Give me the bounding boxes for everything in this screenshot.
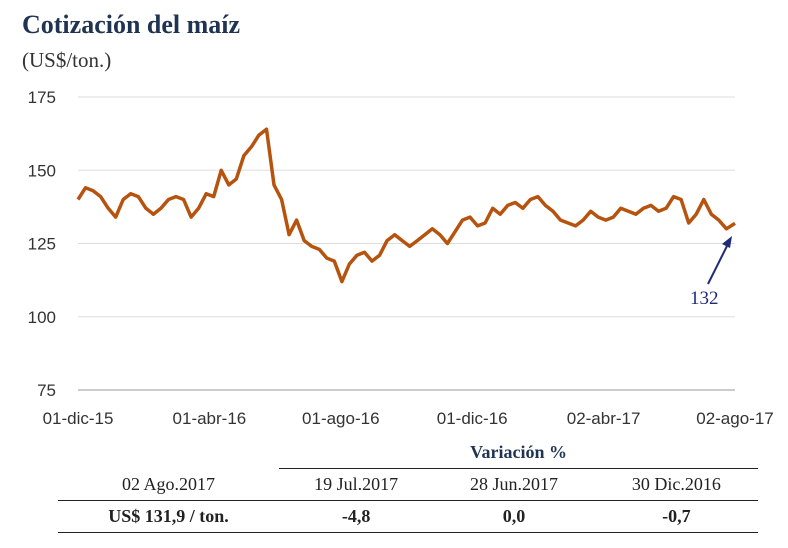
date-jun: 28 Jun.2017: [433, 468, 595, 501]
y-tick-label: 125: [28, 235, 56, 254]
current-price: US$ 131,9 / ton.: [58, 500, 280, 533]
date-dic: 30 Dic.2016: [594, 468, 758, 501]
x-tick-label: 02-ago-17: [696, 409, 774, 428]
chart-title: Cotización del maíz: [22, 10, 241, 39]
chart-unit-label: (US$/ton.): [22, 48, 112, 72]
variation-header: Variación %: [279, 437, 758, 469]
y-tick-label: 75: [37, 381, 56, 400]
date-jul: 19 Jul.2017: [279, 468, 434, 501]
x-tick-label: 01-ago-16: [302, 409, 380, 428]
variation-jun: 0,0: [433, 500, 595, 533]
annotation-arrow: [707, 239, 731, 285]
y-tick-label: 175: [28, 88, 56, 107]
x-tick-label: 01-abr-16: [173, 409, 247, 428]
x-tick-label: 01-dic-15: [43, 409, 114, 428]
variation-table: Variación % 02 Ago.2017 19 Jul.2017 28 J…: [58, 437, 758, 533]
variation-dic: -0,7: [594, 500, 758, 533]
x-tick-label: 02-abr-17: [567, 409, 641, 428]
date-current: 02 Ago.2017: [58, 468, 280, 501]
annotation-arrowhead: [722, 236, 732, 248]
variation-jul: -4,8: [279, 500, 434, 533]
y-tick-label: 150: [28, 161, 56, 180]
annotation-label: 132: [690, 288, 719, 309]
price-line-chart: 175 150 125 100 75 01-dic-15 01-abr-16 01-ago-…: [28, 88, 774, 428]
y-axis-ticks: 175 150 125 100 75: [28, 88, 56, 400]
x-tick-label: 01-dic-16: [437, 409, 508, 428]
y-tick-label: 100: [28, 308, 56, 327]
price-series-line: [76, 127, 736, 284]
x-axis-ticks: 01-dic-15 01-abr-16 01-ago-16 01-dic-16 02-a…: [43, 409, 774, 428]
